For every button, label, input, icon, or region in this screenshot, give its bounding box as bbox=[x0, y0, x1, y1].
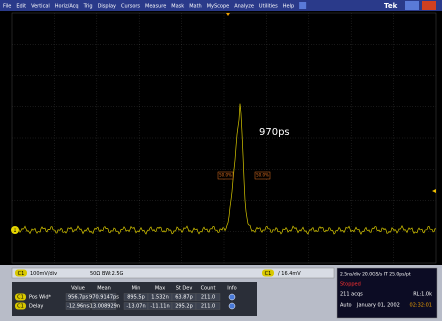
menu-item[interactable]: Math bbox=[189, 4, 202, 10]
waveform bbox=[11, 103, 437, 235]
menu-bar bbox=[0, 0, 442, 11]
column-header: Count bbox=[201, 286, 216, 292]
row-source: C1 bbox=[17, 295, 24, 301]
cell-value: 970.9147ps bbox=[89, 295, 119, 301]
menu-item[interactable]: Cursors bbox=[121, 4, 140, 10]
column-header: Info bbox=[227, 286, 236, 292]
cell-value: 895.5p bbox=[127, 295, 145, 301]
minimize-button[interactable] bbox=[405, 1, 419, 10]
row-badge[interactable] bbox=[15, 302, 26, 310]
cell-value: -11.11n bbox=[150, 304, 169, 310]
column-header: Min bbox=[132, 286, 141, 292]
cell-value: 211.0 bbox=[201, 304, 215, 310]
status-panel bbox=[336, 267, 438, 319]
channel-badge-label: C1 bbox=[18, 271, 25, 277]
cell-value: 956.7ps bbox=[68, 295, 88, 301]
cell bbox=[65, 293, 91, 301]
trigger-mode: Auto bbox=[340, 303, 352, 309]
trigger-badge-label: C1 bbox=[265, 271, 272, 277]
cell bbox=[195, 302, 221, 310]
cell-value: 211.0 bbox=[201, 295, 215, 301]
annotation: 970ps bbox=[259, 127, 290, 138]
grid bbox=[12, 13, 436, 263]
column-header: Mean bbox=[97, 286, 111, 292]
menu-item[interactable]: Trig bbox=[83, 4, 93, 10]
channel-badge[interactable] bbox=[15, 269, 27, 277]
channel-scale: 100mV/div bbox=[30, 271, 57, 277]
acq-count: 211 acqs bbox=[340, 292, 363, 298]
menu: File Edit Vertical Horiz/Acq Trig Display Curs… bbox=[3, 2, 307, 10]
time: 02:32:01 bbox=[410, 303, 432, 309]
info-icon[interactable] bbox=[228, 302, 236, 310]
column-header: Max bbox=[155, 286, 165, 292]
cursor-box bbox=[254, 171, 271, 180]
menu-item[interactable]: Vertical bbox=[31, 4, 50, 10]
menu-item[interactable]: File bbox=[3, 4, 11, 10]
cursor-box bbox=[217, 171, 234, 180]
cell-value: 295.2p bbox=[175, 304, 193, 310]
close-button[interactable] bbox=[422, 1, 436, 10]
menu-item[interactable]: Utilities bbox=[259, 4, 278, 10]
brand: Tek bbox=[384, 2, 398, 10]
menu-item[interactable]: Mask bbox=[171, 4, 184, 10]
record-length: RL:1.0k bbox=[413, 292, 432, 298]
cursor-label: 50.0% bbox=[219, 173, 232, 178]
info-icon[interactable] bbox=[228, 293, 236, 301]
column-header: Value bbox=[71, 286, 85, 292]
channel-bandwidth: BW:2.5G bbox=[102, 271, 124, 277]
channel-impedance: 50Ω bbox=[90, 271, 100, 277]
trigger-level bbox=[432, 189, 436, 193]
trigger-position bbox=[226, 13, 230, 16]
row-badge[interactable] bbox=[15, 293, 26, 301]
row-name: Delay bbox=[29, 304, 43, 310]
cell bbox=[65, 302, 91, 310]
column-header: St Dev bbox=[176, 286, 193, 292]
menu-item[interactable]: Horiz/Acq bbox=[55, 4, 79, 10]
menu-item[interactable]: Edit bbox=[16, 4, 26, 10]
cell-value: 1.532n bbox=[151, 295, 168, 301]
cell bbox=[195, 293, 221, 301]
channel-bar bbox=[11, 267, 335, 279]
cell-value: 63.87p bbox=[175, 295, 193, 301]
channel-marker bbox=[11, 226, 19, 234]
cursor-label: 50.0% bbox=[256, 173, 269, 178]
row-name: Pos Wid* bbox=[29, 295, 51, 301]
trigger-level-label: / 16.4mV bbox=[278, 271, 301, 277]
cell-value: -12.96ns bbox=[67, 304, 89, 310]
cell bbox=[91, 302, 117, 310]
timebase: 2.5ns/div 20.0GS/s IT 25.0ps/pt bbox=[340, 272, 411, 278]
cell bbox=[91, 293, 117, 301]
menu-item[interactable]: Measure bbox=[145, 4, 166, 10]
measurement-rows: Value Mean Min Max St Dev Count Info C1 Pos Wid*… bbox=[15, 286, 237, 310]
channel-marker-label: 1 bbox=[13, 228, 16, 234]
menu-item[interactable]: Analyze bbox=[234, 4, 254, 10]
row-source: C1 bbox=[17, 304, 24, 310]
menu-item[interactable]: Help bbox=[283, 4, 294, 10]
cell-value: -13.07n bbox=[126, 304, 145, 310]
menu-item[interactable]: Display bbox=[98, 4, 116, 10]
acq-state: Stopped bbox=[340, 282, 361, 288]
cell-value: -13.008929n bbox=[88, 304, 120, 310]
date: January 01, 2002 bbox=[356, 303, 400, 309]
menu-item[interactable]: MyScope bbox=[207, 4, 230, 10]
help-icon[interactable] bbox=[299, 2, 307, 9]
trigger-badge[interactable] bbox=[262, 269, 274, 277]
